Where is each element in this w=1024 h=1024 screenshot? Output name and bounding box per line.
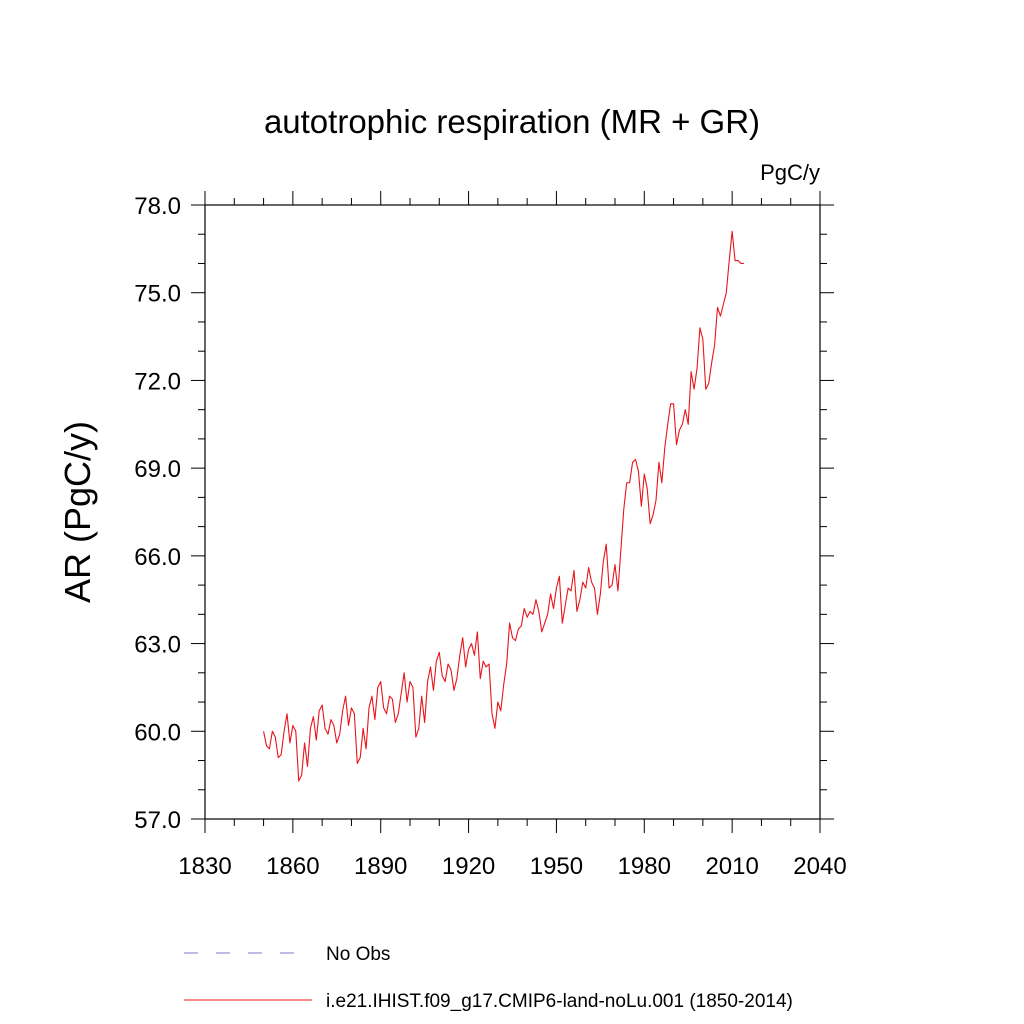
plot-frame — [204, 204, 821, 820]
y-tick-label: 63.0 — [134, 632, 181, 659]
x-tick-label: 1950 — [530, 853, 583, 880]
x-tick-label: 2040 — [793, 853, 846, 880]
y-axis-label: AR (PgC/y) — [57, 421, 98, 603]
x-tick-label: 1890 — [354, 853, 407, 880]
y-tick-label: 78.0 — [134, 193, 181, 220]
x-tick-label: 1920 — [442, 853, 495, 880]
x-tick-label: 2010 — [705, 853, 758, 880]
y-tick-label: 75.0 — [134, 281, 181, 308]
y-tick-label: 69.0 — [134, 456, 181, 483]
legend-label-no-obs: No Obs — [326, 944, 390, 965]
x-tick-label: 1860 — [266, 853, 319, 880]
series-lines — [263, 230, 744, 782]
tick-labels: 1830 1860 1890 1920 1950 1980 2010 2040 57.0 60.0… — [134, 193, 846, 880]
series-line-1 — [263, 230, 744, 782]
y-tick-label: 57.0 — [134, 807, 181, 834]
x-tick-label: 1980 — [618, 853, 671, 880]
y-tick-label: 66.0 — [134, 544, 181, 571]
units-label: PgC/y — [760, 160, 820, 185]
y-tick-label: 72.0 — [134, 368, 181, 395]
x-tick-label: 1830 — [178, 853, 231, 880]
legend-label-model: i.e21.IHIST.f09_g17.CMIP6-land-noLu.001 … — [326, 991, 793, 1012]
axis-ticks — [191, 191, 834, 833]
y-tick-label: 60.0 — [134, 719, 181, 746]
legend: No Obs i.e21.IHIST.f09_g17.CMIP6-land-no… — [184, 944, 793, 1012]
chart-title: autotrophic respiration (MR + GR) — [264, 103, 760, 140]
